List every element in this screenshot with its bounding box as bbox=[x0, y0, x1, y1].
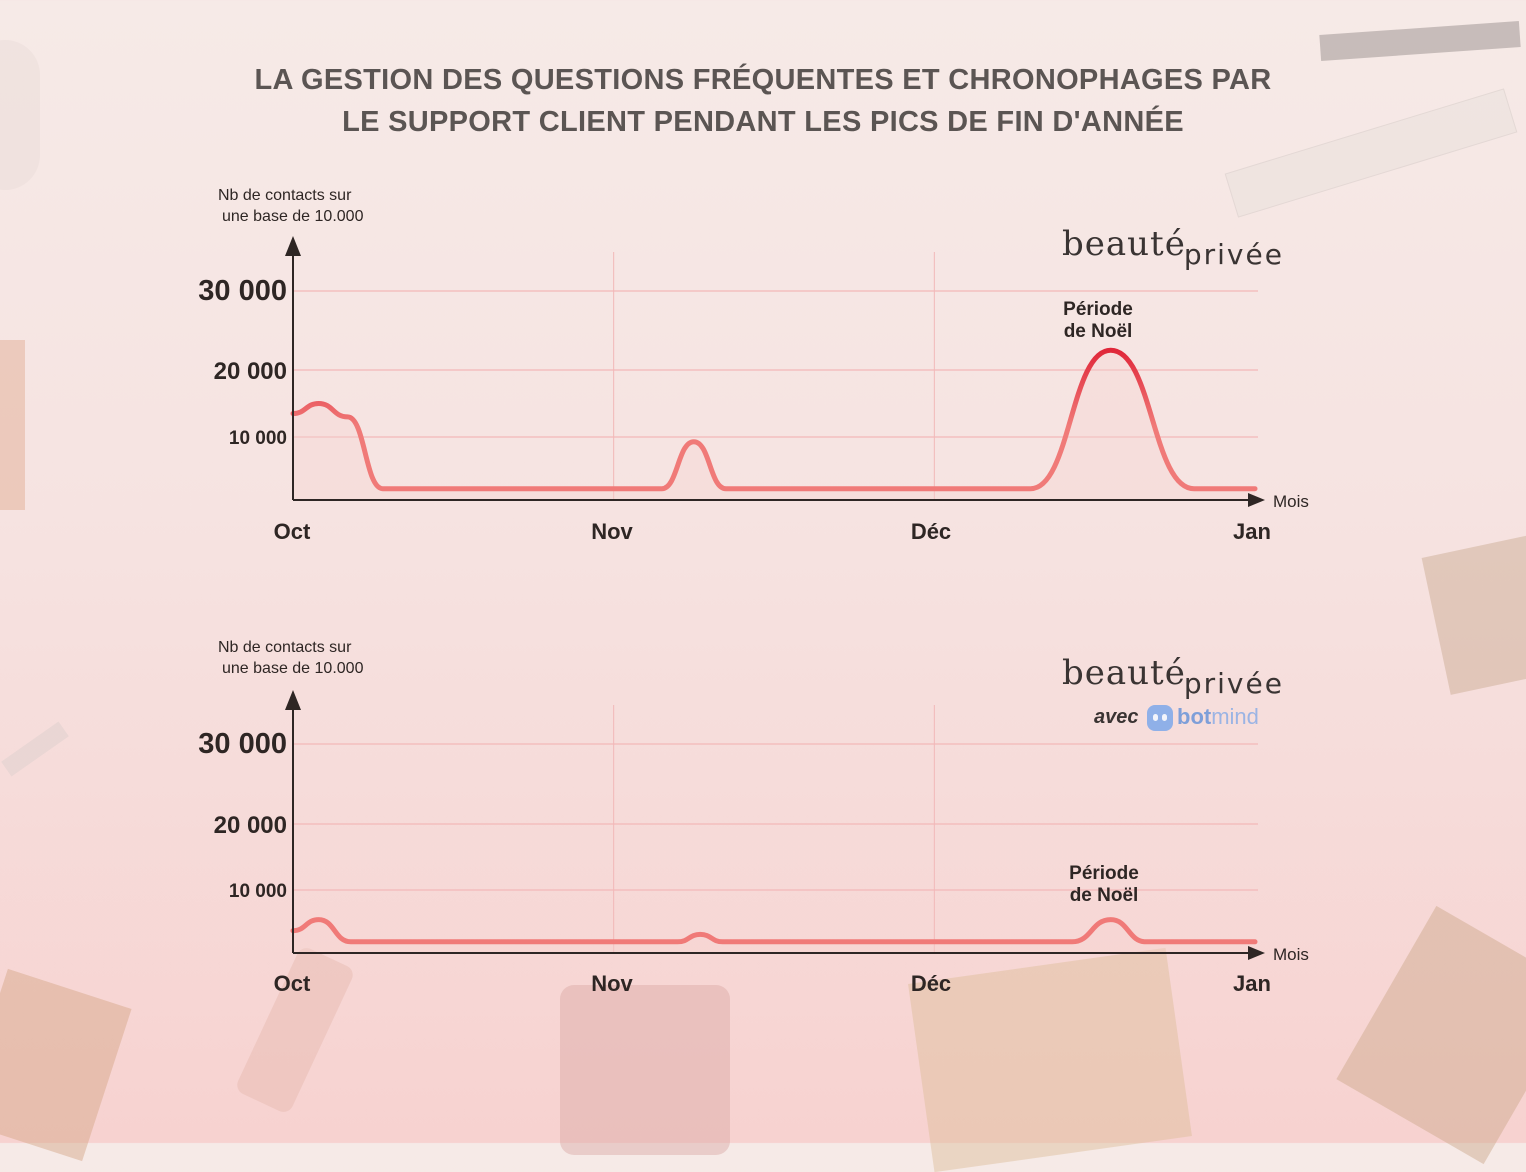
decor-lipgloss-bottom bbox=[560, 985, 730, 1155]
chart1-x-axis-arrow bbox=[1248, 493, 1265, 507]
decor-palette-left bbox=[0, 340, 25, 510]
chart2-annotation-line2: de Noël bbox=[1070, 885, 1139, 906]
avec-label: avec bbox=[1094, 706, 1139, 728]
chart1-ylabel: Nb de contacts sur une base de 10.000 bbox=[218, 185, 363, 227]
chart1-brand-part2: privée bbox=[1183, 238, 1284, 271]
chart2-ylabel: Nb de contacts sur une base de 10.000 bbox=[218, 637, 363, 679]
chart1-series-line bbox=[290, 347, 1258, 492]
chart2-brand-logo: beautéprivée bbox=[1062, 653, 1284, 700]
chart2-brand-part2: privée bbox=[1183, 667, 1284, 700]
chart1-month-label: Déc bbox=[911, 519, 951, 544]
chart1-month-label: Nov bbox=[591, 519, 633, 544]
botmind-robot-icon bbox=[1147, 705, 1173, 731]
botmind-part1: bot bbox=[1177, 704, 1212, 729]
page-title-line-2: LE SUPPORT CLIENT PENDANT LES PICS DE FI… bbox=[342, 106, 1184, 138]
chart1-brand-logo: beautéprivée bbox=[1062, 224, 1284, 271]
chart1-ytick-label: 20 000 bbox=[214, 358, 287, 385]
chart2-month-label: Nov bbox=[591, 971, 633, 996]
chart-2: 10 000 20 000 30 000 Mois Oct Nov Déc Jan Périod… bbox=[198, 690, 1309, 996]
chart2-ytick-label: 20 000 bbox=[214, 812, 287, 839]
botmind-part2: mind bbox=[1211, 704, 1259, 729]
chart1-annotation-line2: de Noël bbox=[1064, 321, 1133, 342]
chart1-xlabel: Mois bbox=[1273, 492, 1309, 511]
chart1-brand-part1: beauté bbox=[1062, 224, 1186, 264]
chart2-month-label: Déc bbox=[911, 971, 951, 996]
charts-canvas: 10 000 20 000 30 000 Mois Oct Nov Déc Jan Périod… bbox=[198, 236, 1309, 996]
chart1-ylabel-line1: Nb de contacts sur bbox=[218, 187, 352, 204]
chart1-y-axis-arrow bbox=[285, 236, 301, 256]
chart2-y-axis-arrow bbox=[285, 690, 301, 710]
chart2-ylabel-line1: Nb de contacts sur bbox=[218, 639, 352, 656]
chart2-month-label: Jan bbox=[1233, 971, 1271, 996]
chart1-area bbox=[293, 350, 1255, 500]
chart1-annotation-line1: Période bbox=[1063, 299, 1133, 320]
chart2-area bbox=[293, 919, 1255, 953]
decor-compact-top-left bbox=[0, 40, 40, 190]
chart2-ytick-label: 30 000 bbox=[198, 728, 287, 760]
chart2-brand-part1: beauté bbox=[1062, 653, 1186, 693]
chart2-x-axis-arrow bbox=[1248, 946, 1265, 960]
chart1-ytick-label: 10 000 bbox=[229, 428, 287, 449]
chart1-ytick-label: 30 000 bbox=[198, 275, 287, 307]
chart2-ytick-label: 10 000 bbox=[229, 881, 287, 902]
chart-1: 10 000 20 000 30 000 Mois Oct Nov Déc Jan Périod… bbox=[198, 236, 1309, 544]
chart1-ylabel-line2: une base de 10.000 bbox=[222, 208, 364, 225]
chart2-series-line bbox=[290, 917, 1258, 945]
page-title-line-1: LA GESTION DES QUESTIONS FRÉQUENTES ET C… bbox=[254, 64, 1272, 96]
chart2-annotation-line1: Période bbox=[1069, 863, 1139, 884]
botmind-logo: botmind bbox=[1177, 704, 1259, 730]
chart2-month-label: Oct bbox=[274, 971, 311, 996]
chart1-month-label: Oct bbox=[274, 519, 311, 544]
chart1-month-label: Jan bbox=[1233, 519, 1271, 544]
chart2-xlabel: Mois bbox=[1273, 945, 1309, 964]
chart2-ylabel-line2: une base de 10.000 bbox=[222, 660, 364, 677]
